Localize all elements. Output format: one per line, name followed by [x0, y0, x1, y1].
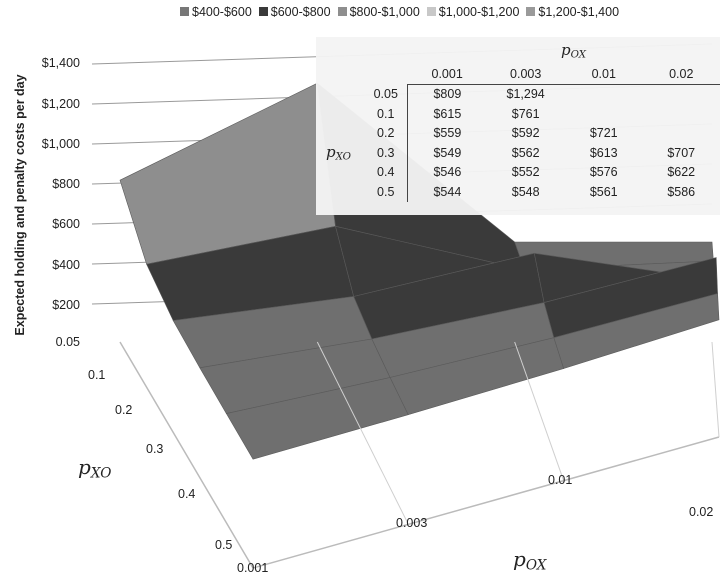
pox-tick-label: 0.001 — [237, 561, 269, 575]
table-cell — [642, 84, 720, 104]
table-row-header: 0.5 — [364, 182, 409, 202]
table-header-row: 0.001 0.003 0.01 0.02 — [364, 64, 720, 85]
pxo-axis-title-base: p — [78, 455, 91, 479]
table-cell: $544 — [433, 184, 462, 199]
table-column-title: pOX — [561, 41, 586, 61]
y-tick-label: $800 — [52, 177, 80, 191]
legend-item: $800-$1,000 — [337, 5, 420, 19]
y-tick-label: $400 — [52, 258, 80, 272]
pxo-tick-label: 0.5 — [215, 538, 233, 552]
legend-item: $600-$800 — [258, 5, 331, 19]
table-row: 0.4 $546 $552 $576 $622 — [364, 162, 720, 182]
table-row: 0.2 $559 $592 $721 — [364, 123, 720, 144]
table-cell — [565, 84, 642, 104]
pxo-tick-label: 0.2 — [115, 403, 133, 417]
y-tick-label: $1,000 — [41, 137, 80, 151]
table-column-header: 0.003 — [486, 64, 565, 85]
table-column-title-sub: OX — [570, 49, 587, 61]
floor-gridline — [316, 341, 409, 525]
surface-patch — [553, 293, 720, 369]
table-cell: $559 — [433, 126, 462, 141]
legend-swatch — [180, 7, 189, 16]
table-cell — [642, 124, 720, 144]
legend-swatch — [526, 7, 536, 16]
table-row-header: 0.3 — [364, 143, 409, 163]
legend-item: $1,000-$1,200 — [426, 5, 520, 19]
table-row-title-sub: XO — [335, 151, 352, 163]
pxo-tick-label: 0.05 — [55, 335, 80, 349]
legend-swatch — [337, 7, 347, 16]
table-cell: $1,294 — [506, 87, 545, 102]
legend-label: $1,000-$1,200 — [438, 5, 520, 19]
legend-label: $600-$800 — [270, 5, 331, 19]
y-tick-label: $600 — [52, 217, 80, 231]
table-row-header: 0.4 — [364, 162, 409, 182]
table-corner — [364, 64, 408, 84]
table-cell: $549 — [433, 145, 462, 160]
pox-axis-line — [252, 436, 720, 569]
legend-label: $400-$600 — [192, 5, 252, 19]
table-column-title-base: p — [561, 41, 571, 59]
table-row: 0.1 $615 $761 — [364, 104, 720, 124]
data-table: 0.001 0.003 0.01 0.02 0.05 $809 $1,294 0… — [364, 64, 720, 202]
table-cell: $576 — [589, 165, 618, 180]
table-cell: $561 — [589, 184, 618, 199]
pox-tick-label: 0.003 — [396, 516, 428, 530]
table-cell: $548 — [511, 184, 540, 199]
table-cell: $613 — [589, 145, 618, 160]
table-row: 0.05 $809 $1,294 — [364, 84, 720, 104]
table-cell: $592 — [511, 126, 540, 141]
table-column-header: 0.001 — [407, 64, 487, 85]
table-row-title: pXO — [326, 143, 351, 163]
legend-item: $400-$600 — [180, 5, 252, 19]
pxo-axis-title-sub: XO — [90, 465, 112, 482]
table-cell: $707 — [667, 145, 696, 160]
pox-tick-label: 0.01 — [548, 473, 573, 487]
table-cell — [565, 104, 642, 124]
y-tick-label: $200 — [52, 298, 80, 312]
legend-label: $1,200-$1,400 — [538, 5, 620, 19]
floor-gridline — [514, 341, 565, 481]
table-cell: $615 — [433, 106, 462, 121]
table-cell: $761 — [511, 106, 540, 121]
pxo-tick-label: 0.1 — [88, 368, 106, 382]
table-row: 0.3 $549 $562 $613 $707 — [364, 143, 720, 163]
legend-label: $800-$1,000 — [349, 5, 420, 19]
pox-tick-label: 0.02 — [689, 505, 714, 519]
pox-axis-title-sub: OX — [525, 557, 547, 574]
floor-gridline — [711, 341, 720, 438]
table-cell: $622 — [667, 165, 696, 180]
pxo-tick-label: 0.4 — [178, 487, 196, 501]
legend-swatch — [426, 7, 436, 16]
table-cell — [642, 104, 720, 124]
table-column-header: 0.02 — [642, 64, 720, 85]
pxo-axis-line — [119, 341, 254, 569]
legend-item: $1,200-$1,400 — [526, 5, 619, 19]
table-row-header: 0.1 — [364, 104, 409, 124]
pxo-tick-label: 0.3 — [146, 442, 164, 456]
y-tick-label: $1,200 — [41, 97, 80, 111]
table-cell: $586 — [667, 184, 696, 199]
floor-axes — [119, 341, 720, 569]
table-row-header: 0.05 — [364, 84, 409, 104]
table-row-header: 0.2 — [364, 123, 409, 143]
table-cell: $546 — [433, 165, 462, 180]
table-row: 0.5 $544 $548 $561 $586 — [364, 182, 720, 202]
legend-swatch — [258, 7, 268, 16]
table-row-title-base: p — [326, 143, 336, 161]
pox-axis-title-base: p — [513, 547, 526, 571]
table-cell: $809 — [433, 87, 462, 102]
data-table-inset: pOX pXO 0.001 0.003 0.01 0.02 0.05 $809 … — [316, 37, 720, 215]
y-tick-label: $1,400 — [41, 56, 80, 70]
table-cell: $721 — [589, 126, 618, 141]
pxo-axis-title: pXO — [78, 455, 111, 481]
table-cell: $562 — [511, 145, 540, 160]
table-column-header: 0.01 — [565, 64, 643, 85]
legend: $400-$600 $600-$800 $800-$1,000 $1,000-$1,2… — [180, 5, 626, 19]
table-cell: $552 — [511, 165, 540, 180]
pox-axis-title: pOX — [513, 547, 546, 573]
